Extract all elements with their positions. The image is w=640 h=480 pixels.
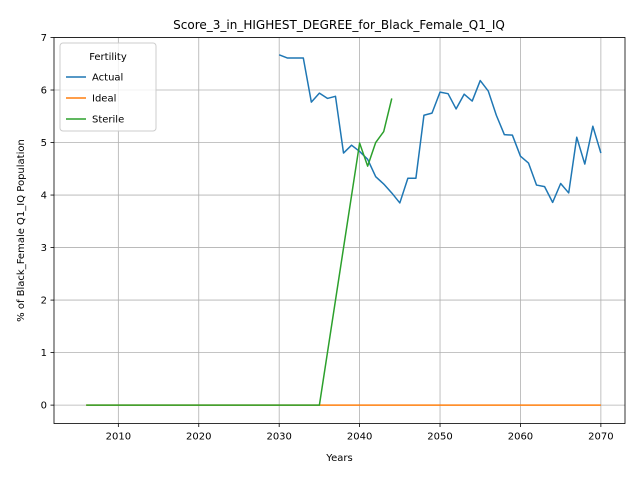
x-tick-label: 2050 [427,432,452,443]
legend: Fertility Actual Ideal Sterile [59,42,157,132]
legend-box [59,42,157,132]
x-tick-label: 2010 [106,432,131,443]
chart-title: Score_3_in_HIGHEST_DEGREE_for_Black_Fema… [173,18,505,32]
legend-label-actual: Actual [92,73,123,84]
axis-ticks: 2010 2020 2030 2040 2050 2060 2070 0 1 2 3 4 5 6 7 [41,33,614,443]
x-tick-label: 2070 [588,432,613,443]
series-line-sterile [86,98,393,406]
x-tick-label: 2060 [508,432,533,443]
x-tick-label: 2040 [347,432,372,443]
y-axis-label: % of Black_Female Q1_IQ Population [16,139,27,322]
y-tick-label: 4 [41,191,47,202]
x-tick-label: 2030 [266,432,291,443]
y-tick-label: 0 [41,401,47,412]
y-tick-label: 6 [41,86,47,97]
series-line-actual [278,54,602,204]
y-tick-label: 3 [41,243,47,254]
x-tick-label: 2020 [186,432,211,443]
y-tick-label: 1 [41,348,47,359]
y-tick-label: 7 [41,33,47,44]
x-axis-label: Years [325,453,352,464]
legend-label-sterile: Sterile [92,115,124,126]
y-tick-label: 5 [41,138,47,149]
y-tick-label: 2 [41,296,47,307]
plot-frame [53,37,626,424]
legend-label-ideal: Ideal [92,94,116,105]
legend-title: Fertility [89,52,127,63]
series-lines [86,54,602,406]
